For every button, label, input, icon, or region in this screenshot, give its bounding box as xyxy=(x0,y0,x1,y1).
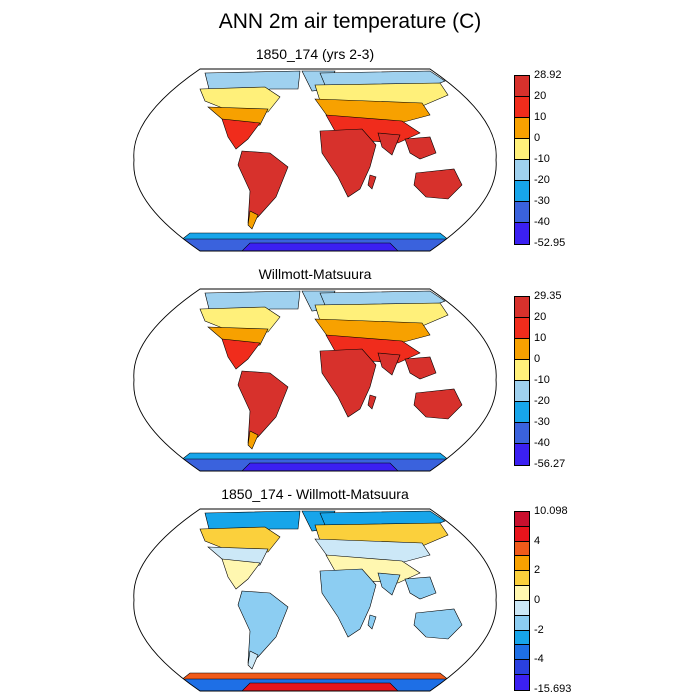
australia xyxy=(413,388,463,420)
colorbar-tick-label: -4 xyxy=(534,653,544,666)
south-america xyxy=(237,370,289,444)
north-america-south xyxy=(221,338,261,370)
colorbar-tick-label: -10 xyxy=(534,153,550,165)
panel-2-map xyxy=(133,288,497,472)
colorbar-tick-label: 2 xyxy=(534,564,541,577)
colorbar-segment xyxy=(515,297,529,318)
north-america-south xyxy=(221,558,261,590)
colorbar-tick-label: 20 xyxy=(534,90,547,102)
antarctica-interior xyxy=(239,242,401,251)
continents xyxy=(169,510,463,691)
colorbar-segment xyxy=(515,381,529,402)
africa xyxy=(319,128,377,198)
southeast-asia xyxy=(404,136,437,160)
colorbar-tick-label: 0 xyxy=(534,353,541,365)
north-america-north xyxy=(199,306,281,333)
colorbar-segment xyxy=(515,630,529,646)
africa xyxy=(319,348,377,418)
panel-1-colorbar xyxy=(514,75,530,245)
colorbar-segment xyxy=(515,402,529,423)
colorbar-segment xyxy=(515,586,529,601)
madagascar xyxy=(367,614,377,630)
panel-3-title: 1850_174 - Willmott-Matsuura xyxy=(221,486,409,502)
africa xyxy=(319,568,377,638)
colorbar-tick-label: 0 xyxy=(534,132,541,144)
colorbar-segment xyxy=(515,202,529,223)
continents xyxy=(169,290,463,471)
colorbar-segment xyxy=(515,139,529,160)
colorbar-tick-label: 20 xyxy=(534,311,547,323)
colorbar-segment xyxy=(515,600,529,616)
colorbar-segment xyxy=(515,541,529,557)
colorbar-segment xyxy=(515,223,529,244)
colorbar-segment xyxy=(515,339,529,360)
panel-3-colorbar xyxy=(514,511,530,691)
colorbar-tick-label: -30 xyxy=(534,195,550,207)
page-title: ANN 2m air temperature (C) xyxy=(218,10,482,33)
colorbar-segment xyxy=(515,571,529,587)
map-outline xyxy=(133,508,497,692)
colorbar-tick-label: 0 xyxy=(534,594,541,606)
panel-2-colorbar xyxy=(514,296,530,466)
north-america-north xyxy=(199,86,281,113)
colorbar-segment xyxy=(515,512,529,527)
colorbar-segment xyxy=(515,444,529,465)
colorbar-segment xyxy=(515,615,529,631)
colorbar-tick-label: -2 xyxy=(534,623,544,636)
south-america-tip xyxy=(247,650,259,670)
antarctica-interior xyxy=(239,682,401,691)
colorbar-segment xyxy=(515,645,529,661)
colorbar-segment xyxy=(515,526,529,542)
south-asia xyxy=(377,352,401,376)
colorbar-segment xyxy=(515,318,529,339)
colorbar-segment xyxy=(515,76,529,97)
map-outline xyxy=(133,288,497,472)
map-outline xyxy=(133,68,497,252)
colorbar-segment xyxy=(515,160,529,181)
colorbar-tick-label: -30 xyxy=(534,416,550,428)
colorbar-tick-label: 4 xyxy=(534,534,541,547)
south-america-tip xyxy=(247,430,259,450)
colorbar-segment xyxy=(515,675,529,690)
colorbar-segment xyxy=(515,423,529,444)
colorbar-tick-label: -40 xyxy=(534,437,550,449)
colorbar-tick-label: -10 xyxy=(534,374,550,386)
australia xyxy=(413,608,463,640)
panel-1-title: 1850_174 (yrs 2-3) xyxy=(255,46,375,62)
south-asia xyxy=(377,132,401,156)
colorbar-tick-label: -20 xyxy=(534,174,550,186)
north-america-south xyxy=(221,118,261,150)
colorbar-segment xyxy=(515,556,529,572)
panel-1-map xyxy=(133,68,497,252)
madagascar xyxy=(367,394,377,410)
panel-3-map xyxy=(133,508,497,692)
colorbar-tick-label: -56.27 xyxy=(534,458,566,470)
colorbar-tick-label: 10 xyxy=(534,111,547,123)
colorbar-tick-label: 28.92 xyxy=(534,69,562,81)
antarctica-interior xyxy=(239,462,401,471)
colorbar-tick-label: -40 xyxy=(534,216,550,228)
southeast-asia xyxy=(404,356,437,380)
north-america-north xyxy=(199,526,281,553)
colorbar-tick-label: -15.693 xyxy=(534,683,572,695)
colorbar-segment xyxy=(515,118,529,139)
colorbar-segment xyxy=(515,660,529,676)
continents xyxy=(169,70,463,251)
madagascar xyxy=(367,174,377,190)
south-america xyxy=(237,590,289,664)
panel-2-title: Willmott-Matsuura xyxy=(258,266,372,282)
south-america-tip xyxy=(247,210,259,230)
colorbar-tick-label: -20 xyxy=(534,395,550,407)
colorbar-tick-label: 29.35 xyxy=(534,290,562,302)
colorbar-tick-label: 10 xyxy=(534,332,547,344)
australia xyxy=(413,168,463,200)
southeast-asia xyxy=(404,576,437,600)
south-asia xyxy=(377,572,401,596)
south-america xyxy=(237,150,289,224)
colorbar-segment xyxy=(515,181,529,202)
colorbar-segment xyxy=(515,360,529,381)
colorbar-segment xyxy=(515,97,529,118)
colorbar-tick-label: 10.098 xyxy=(534,505,568,517)
colorbar-tick-label: -52.95 xyxy=(534,237,566,249)
